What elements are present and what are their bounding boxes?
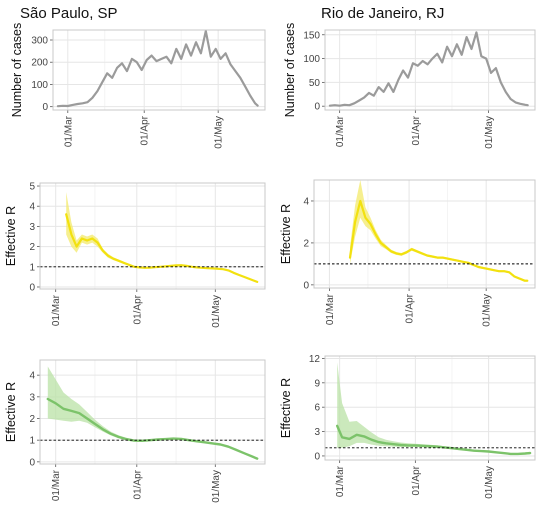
plot-border <box>39 359 266 465</box>
y-tick-label: 2 <box>29 242 35 253</box>
y-tick-label: 0 <box>303 280 309 291</box>
y-tick-label: 2 <box>303 238 309 249</box>
plot-border <box>324 29 536 111</box>
x-tick-label: 01/Apr <box>411 115 422 145</box>
plot-background <box>325 356 535 460</box>
y-tick-label: 6 <box>314 403 320 414</box>
plot-border <box>52 29 266 111</box>
y-tick-label: 12 <box>309 354 321 365</box>
series-line <box>328 31 529 107</box>
x-tick-label: 01/Apr <box>132 294 143 324</box>
plot-background <box>40 183 265 289</box>
x-tick-label: 01/May <box>482 294 493 327</box>
y-tick-label: 200 <box>31 58 48 69</box>
y-tick-label: 100 <box>31 80 48 91</box>
y-tick-label: 150 <box>303 30 320 41</box>
plot-border <box>313 179 536 289</box>
y-tick-label: 3 <box>314 427 320 438</box>
series-line <box>56 30 259 108</box>
x-tick-label: 01/May <box>211 470 222 503</box>
plot-border <box>39 182 266 290</box>
y-tick-label: 100 <box>303 54 320 65</box>
y-axis-label: Number of cases <box>10 23 24 117</box>
y-axis-label: Number of cases <box>283 23 297 117</box>
y-tick-label: 3 <box>29 222 35 233</box>
y-tick-label: 0 <box>42 102 48 113</box>
y-tick-label: 4 <box>29 371 35 382</box>
y-axis-label: Effective R <box>279 204 293 264</box>
y-axis-label: Effective R <box>279 378 293 438</box>
x-tick-label: 01/Mar <box>63 115 74 147</box>
plot-background <box>325 30 535 110</box>
panel-rj-cases: 0 50 100 150 01/Mar 01/Apr 01/May Number of cas… <box>283 23 536 149</box>
x-tick-label: 01/Mar <box>325 293 336 325</box>
y-tick-label: 0 <box>314 102 320 113</box>
panel-rj-r-yellow: 0 2 4 01/Mar 01/Apr 01/May Effective R <box>279 179 536 327</box>
y-tick-label: 3 <box>29 392 35 403</box>
x-tick-label: 01/May <box>484 466 495 499</box>
series-line <box>336 424 532 456</box>
x-tick-label: 01/May <box>484 116 495 149</box>
x-tick-label: 01/Apr <box>411 465 422 495</box>
x-tick-label: 01/Mar <box>51 294 62 326</box>
series-line <box>348 199 529 282</box>
y-tick-label: 9 <box>314 378 320 389</box>
y-axis-label: Effective R <box>4 206 18 266</box>
y-tick-label: 0 <box>29 457 35 468</box>
x-tick-label: 01/Mar <box>335 115 346 147</box>
x-tick-label: 01/May <box>211 295 222 328</box>
y-tick-label: 1 <box>29 262 35 273</box>
left-column-title: São Paulo, SP <box>20 5 118 22</box>
x-tick-label: 01/Apr <box>132 469 143 499</box>
panel-sp-r-yellow: 0 1 2 3 4 5 01/Mar 01/Apr 01/May Effective R <box>4 182 266 328</box>
y-axis-label: Effective R <box>4 382 18 442</box>
panel-rj-r-green: 0 3 6 9 12 01/Mar 01/Apr 01/May Effective R <box>279 354 536 499</box>
y-tick-label: 0 <box>29 282 35 293</box>
x-tick-label: 01/Mar <box>335 465 346 497</box>
y-tick-label: 4 <box>29 202 35 213</box>
x-tick-label: 01/Mar <box>51 469 62 501</box>
plot-background <box>53 30 265 110</box>
x-tick-label: 01/May <box>214 116 225 149</box>
y-tick-label: 1 <box>29 436 35 447</box>
x-tick-label: 01/Apr <box>405 293 416 323</box>
y-tick-label: 4 <box>303 196 309 207</box>
right-column-title: Rio de Janeiro, RJ <box>321 5 444 22</box>
y-tick-label: 2 <box>29 414 35 425</box>
plot-border <box>324 355 536 461</box>
y-tick-label: 300 <box>31 36 48 47</box>
x-tick-label: 01/Apr <box>140 115 151 145</box>
panel-sp-cases: 0 100 200 300 01/Mar 01/Apr 01/May Number of ca… <box>10 23 266 149</box>
y-tick-label: 0 <box>314 451 320 462</box>
y-tick-label: 5 <box>29 182 35 193</box>
panel-sp-r-green: 0 1 2 3 4 01/Mar 01/Apr 01/May Effective R <box>4 359 266 503</box>
y-tick-label: 50 <box>309 78 321 89</box>
